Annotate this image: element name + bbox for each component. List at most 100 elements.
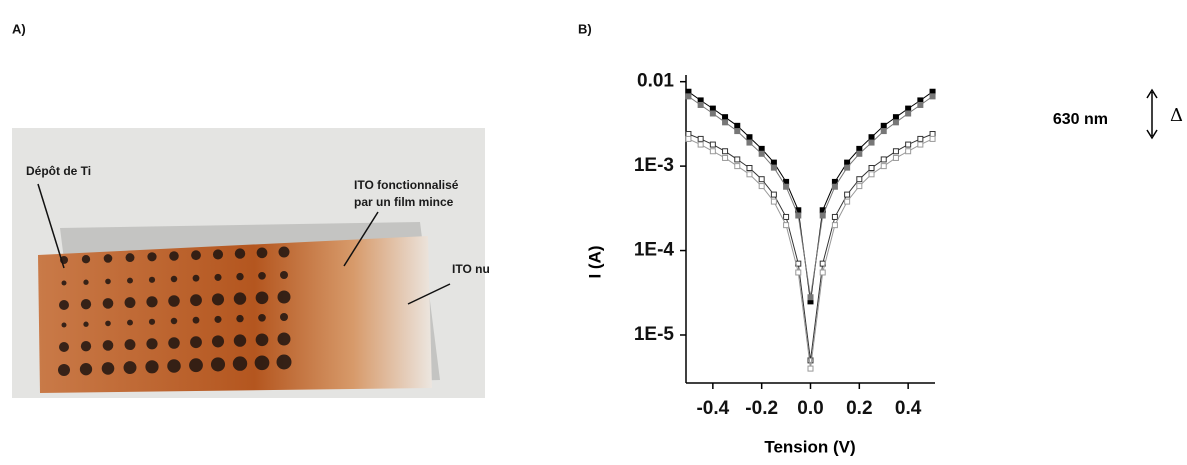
- data-point: [783, 222, 790, 229]
- x-tick-label: 0.2: [846, 398, 872, 419]
- data-point: [722, 154, 729, 161]
- data-point: [905, 141, 912, 148]
- data-point: [722, 148, 729, 155]
- ti-dot: [190, 336, 202, 349]
- ti-dot: [146, 296, 158, 308]
- data-point: [746, 165, 753, 172]
- ti-dot: [124, 297, 136, 309]
- ti-dot: [61, 322, 67, 328]
- data-point: [880, 128, 887, 135]
- ti-dot: [81, 255, 91, 264]
- data-point: [868, 139, 875, 146]
- ti-dot: [258, 313, 266, 322]
- pointer-line: [37, 183, 65, 269]
- x-tick-label: -0.4: [696, 398, 729, 419]
- data-point: [917, 141, 924, 148]
- data-point: [770, 198, 777, 205]
- data-point: [758, 176, 765, 183]
- ti-dot: [58, 364, 70, 376]
- data-point: [697, 101, 704, 108]
- data-point: [929, 93, 936, 100]
- ti-dot: [168, 295, 180, 307]
- ti-dot: [256, 247, 268, 259]
- ti-dot: [59, 342, 69, 352]
- ti-dot: [123, 361, 137, 375]
- data-point: [917, 101, 924, 108]
- ti-dot: [214, 273, 222, 281]
- ti-dot: [127, 277, 133, 284]
- photo: Dépôt de Ti ITO fonctionnalisé par un fi…: [12, 128, 490, 398]
- data-point: [929, 131, 936, 138]
- y-tick-label: 1E-4: [634, 240, 675, 261]
- ti-dot: [80, 341, 92, 352]
- data-point: [746, 139, 753, 146]
- slide: [38, 236, 432, 393]
- ti-dot: [255, 291, 269, 305]
- data-point: [905, 105, 912, 112]
- data-point: [709, 105, 716, 112]
- ti-dot: [192, 274, 200, 282]
- ti-dot: [105, 278, 111, 285]
- data-point: [770, 159, 777, 166]
- data-point: [795, 212, 802, 219]
- ti-dot: [214, 315, 222, 323]
- data-point: [844, 159, 851, 166]
- data-point: [868, 171, 875, 178]
- annotation: 630 nm: [1053, 111, 1108, 128]
- data-point: [844, 198, 851, 205]
- ti-dot: [101, 362, 115, 375]
- data-point: [758, 150, 765, 157]
- ti-dot: [79, 363, 93, 376]
- annotation: Δ: [1170, 105, 1183, 126]
- data-point: [734, 122, 741, 129]
- data-point: [929, 135, 936, 142]
- data-point: [819, 212, 826, 219]
- data-point: [807, 365, 814, 372]
- data-point: [868, 134, 875, 141]
- ti-dot: [60, 256, 68, 264]
- data-point: [734, 128, 741, 135]
- data-point: [709, 148, 716, 155]
- ti-dot: [236, 272, 244, 281]
- y-tick-label: 0.01: [637, 71, 674, 92]
- data-point: [685, 135, 692, 142]
- series-line: [688, 138, 933, 369]
- data-point: [856, 145, 863, 152]
- data-point: [807, 294, 814, 301]
- photo-label: Dépôt de Ti: [26, 164, 91, 178]
- data-point: [770, 191, 777, 198]
- x-tick-label: -0.2: [745, 398, 778, 419]
- x-tick-label: 0.0: [797, 398, 823, 419]
- ti-dot: [124, 339, 136, 351]
- photo-label: par un film mince: [354, 195, 454, 209]
- data-point: [746, 134, 753, 141]
- ti-dot: [280, 313, 288, 321]
- x-tick-label: 0.4: [895, 398, 922, 419]
- data-point: [685, 131, 692, 138]
- ti-dot: [277, 290, 291, 304]
- data-point: [819, 269, 826, 276]
- panel-label: A): [12, 21, 26, 36]
- data-point: [783, 183, 790, 190]
- ti-dot: [170, 317, 178, 325]
- data-point: [697, 135, 704, 142]
- data-point: [892, 154, 899, 161]
- pointer-line: [407, 283, 451, 305]
- ti-dot: [102, 298, 114, 309]
- photo-label: ITO nu: [452, 262, 490, 276]
- ti-dot: [125, 253, 135, 263]
- y-axis-label: I (A): [585, 245, 604, 278]
- ti-dot: [277, 332, 291, 346]
- data-point: [807, 357, 814, 364]
- photo-label: ITO fonctionnalisé: [354, 178, 459, 192]
- ti-dot: [280, 271, 288, 279]
- ti-dot: [127, 319, 133, 326]
- ti-dot: [83, 321, 89, 327]
- data-point: [880, 122, 887, 129]
- pointer-line: [343, 211, 379, 267]
- data-point: [685, 93, 692, 100]
- data-point: [868, 165, 875, 172]
- ti-dot: [278, 246, 290, 258]
- data-point: [880, 163, 887, 170]
